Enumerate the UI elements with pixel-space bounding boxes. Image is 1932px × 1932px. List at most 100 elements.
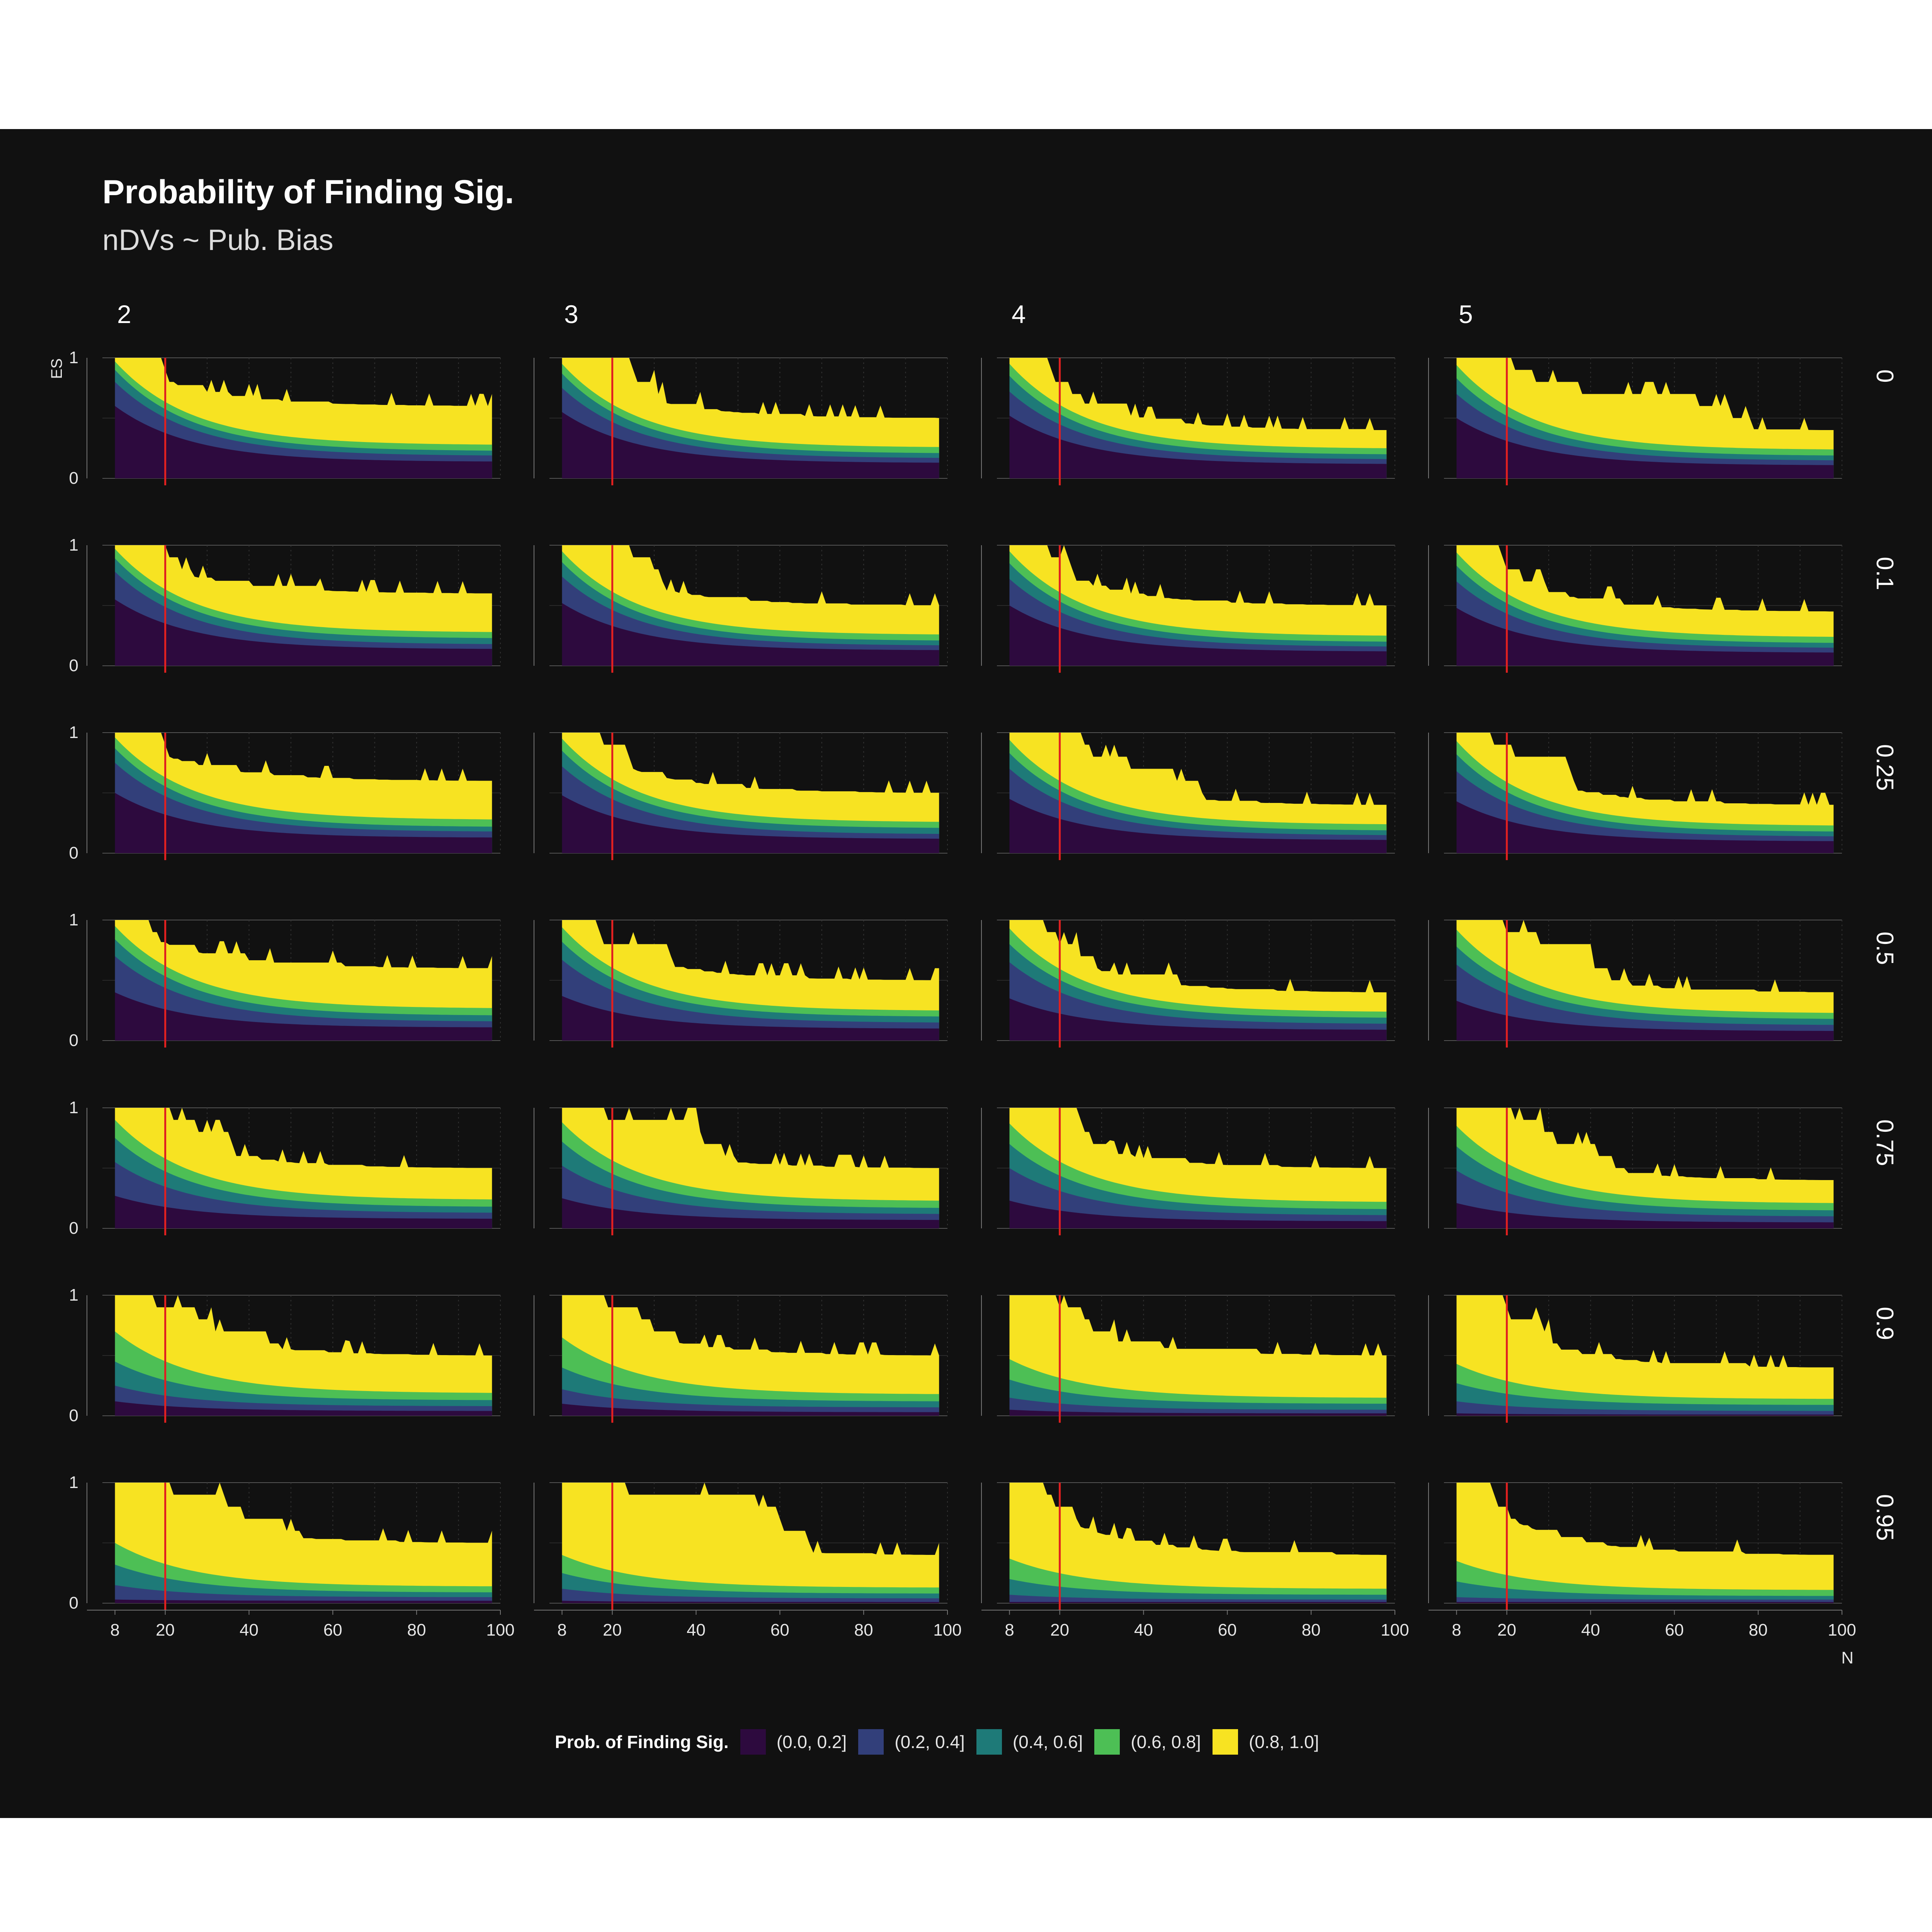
legend-label: (0.6, 0.8] [1131,1732,1201,1752]
facet-panel [981,1482,1395,1615]
y-tick-label: 0 [69,1406,78,1425]
area-band-0 [562,996,939,1041]
facet-column-label: 2 [117,300,131,328]
legend-title: Prob. of Finding Sig. [555,1732,729,1752]
area-band-0 [562,1198,939,1228]
area-band-2 [1009,1579,1387,1603]
area-band-0 [562,1600,939,1603]
facet-panel [981,1295,1395,1423]
area-band-0 [115,1401,492,1416]
y-tick-label: 1 [69,723,78,742]
area-band-1 [562,1588,939,1603]
chart-subtitle: nDVs ~ Pub. Bias [102,224,333,257]
area-band-0 [1009,998,1387,1041]
x-tick-label: 80 [1302,1621,1321,1639]
facet-panel [1428,920,1842,1048]
facet-plot-area: 1 0 2 3 4 5 0 1 0 0.1 1 0 0.25 1 0 0.5 1 0 0.75 1 0 0.9 1 0 8 20 4… [48,300,1898,1667]
x-tick-label: 8 [1005,1621,1014,1639]
x-tick-label: 8 [557,1621,566,1639]
facet-column-label: 4 [1012,300,1026,328]
facet-panel [534,732,948,860]
area-band-4 [115,1483,492,1603]
x-tick-label: 80 [407,1621,426,1639]
facet-panel [534,1107,948,1235]
area-band-0 [115,992,492,1041]
area-band-0 [1456,1203,1834,1228]
area-band-0 [1456,1602,1834,1603]
x-tick-label: 100 [1381,1621,1409,1639]
legend-label: (0.8, 1.0] [1248,1732,1319,1752]
area-band-4 [1009,1295,1387,1416]
legend-label: (0.4, 0.6] [1012,1732,1083,1752]
y-tick-label: 0 [69,844,78,862]
area-band-2 [1456,1383,1834,1416]
area-band-1 [1456,1597,1834,1603]
facet-panel [981,920,1395,1048]
y-tick-label: 0 [69,1031,78,1050]
legend: Prob. of Finding Sig. (0.0, 0.2] (0.2, 0… [0,1719,1932,1765]
legend-item: (0.0, 0.2] [740,1729,847,1755]
facet-panel [87,1107,501,1235]
area-band-1 [562,1165,939,1228]
facet-panel [1428,545,1842,673]
facet-panel [1428,357,1842,485]
facet-panel [87,1482,501,1615]
facet-panel [534,1295,948,1423]
x-tick-label: 60 [770,1621,789,1639]
y-tick-label: 1 [69,1098,78,1117]
y-tick-label: 1 [69,1473,78,1492]
facet-panel [981,357,1395,485]
legend-label: (0.0, 0.2] [776,1732,847,1752]
x-tick-label: 60 [1218,1621,1237,1639]
facet-panel [87,732,501,860]
x-tick-label: 80 [1749,1621,1768,1639]
facet-panel [981,1107,1395,1235]
x-tick-label: 60 [1665,1621,1684,1639]
area-band-1 [1009,1398,1387,1416]
area-band-0 [562,1403,939,1416]
area-band-0 [1456,801,1834,853]
legend-swatch [976,1729,1002,1755]
chart-figure: 1 0 2 3 4 5 0 1 0 0.1 1 0 0.25 1 0 0.5 1 0 0.75 1 0 0.9 1 0 8 20 4… [0,129,1932,1818]
facet-row-label: 0.25 [1871,744,1898,791]
x-tick-label: 20 [1050,1621,1069,1639]
x-tick-label: 60 [323,1621,342,1639]
facet-row-label: 0.5 [1871,932,1898,965]
y-tick-label: 0 [69,469,78,488]
facet-row-label: 0.9 [1871,1307,1898,1340]
legend-swatch [1094,1729,1120,1755]
y-tick-label: 1 [69,536,78,554]
y-axis-title: ES [48,358,65,379]
area-band-0 [562,795,939,853]
facet-panel [1428,1295,1842,1423]
area-band-0 [115,406,492,478]
x-tick-label: 100 [933,1621,961,1639]
x-tick-label: 100 [1828,1621,1856,1639]
area-band-1 [1456,964,1834,1041]
facet-panel [87,545,501,673]
area-band-0 [115,1196,492,1228]
area-band-0 [562,603,939,666]
facet-panel [87,920,501,1048]
x-tick-label: 40 [240,1621,259,1639]
area-band-1 [1009,1595,1387,1603]
area-band-0 [115,1599,492,1603]
area-band-2 [1456,1581,1834,1603]
legend-item: (0.2, 0.4] [858,1729,965,1755]
x-tick-label: 20 [603,1621,622,1639]
facet-panel [1428,732,1842,860]
y-tick-label: 0 [69,1219,78,1238]
area-band-0 [115,793,492,853]
facet-panel [981,732,1395,860]
area-band-2 [115,1565,492,1603]
y-tick-label: 0 [69,1594,78,1612]
area-band-1 [1009,1168,1387,1228]
area-band-0 [1456,1001,1834,1041]
facet-panel [534,357,948,485]
facet-row-label: 0 [1871,369,1898,383]
area-band-1 [115,1162,492,1228]
facet-panel [534,920,948,1048]
x-tick-label: 40 [1134,1621,1153,1639]
area-band-0 [1456,1413,1834,1416]
area-band-0 [1456,608,1834,666]
